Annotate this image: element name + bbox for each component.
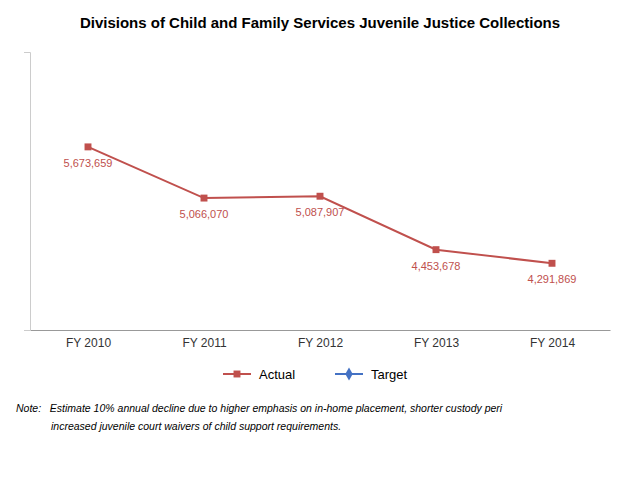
note: Note: Estimate 10% annual decline due to… — [16, 402, 503, 414]
marks — [85, 143, 556, 266]
x-axis-line — [31, 330, 611, 331]
x-tick-label: FY 2013 — [414, 336, 459, 350]
x-axis: FY 2010 FY 2011 FY 2012 FY 2013 FY 2014 — [31, 330, 611, 350]
series-marker — [549, 260, 556, 267]
x-tick-label: FY 2010 — [66, 336, 111, 350]
legend: Actual Target — [223, 367, 408, 382]
series-marker — [85, 143, 92, 150]
legend-item: Actual — [223, 367, 295, 382]
data-label: 5,673,659 — [64, 157, 113, 169]
legend-label: Actual — [259, 367, 295, 382]
series-line — [88, 147, 552, 263]
x-tick: FY 2011 — [182, 330, 227, 350]
y-axis — [24, 53, 31, 331]
legend-swatch-marker — [234, 371, 241, 378]
data-label: 5,087,907 — [296, 206, 345, 218]
x-tick: FY 2014 — [530, 330, 575, 350]
data-label: 4,291,869 — [528, 273, 577, 285]
series-marker — [317, 193, 324, 200]
series-marker — [201, 195, 208, 202]
legend-item: Target — [335, 367, 408, 382]
note: increased juvenile court waivers of chil… — [16, 420, 341, 432]
x-tick: FY 2013 — [414, 330, 459, 350]
plot: FY 2010 FY 2011 FY 2012 FY 2013 FY 2014 5,673… — [24, 53, 611, 350]
data-label: 4,453,678 — [412, 260, 461, 272]
data-labels: 5,673,659 5,066,070 5,087,907 4,453,678 4,29… — [64, 157, 577, 285]
x-tick: FY 2010 — [66, 330, 111, 350]
legend-swatch-marker — [345, 368, 352, 381]
y-axis-line — [24, 53, 31, 331]
chart: Divisions of Child and Family Services J… — [0, 0, 640, 480]
x-tick-label: FY 2011 — [182, 336, 227, 350]
x-tick-label: FY 2014 — [530, 336, 575, 350]
x-tick: FY 2012 — [298, 330, 343, 350]
series-marker — [433, 246, 440, 253]
x-tick-label: FY 2012 — [298, 336, 343, 350]
data-label: 5,066,070 — [180, 208, 229, 220]
legend-label: Target — [371, 367, 408, 382]
title: Divisions of Child and Family Services J… — [80, 14, 560, 31]
